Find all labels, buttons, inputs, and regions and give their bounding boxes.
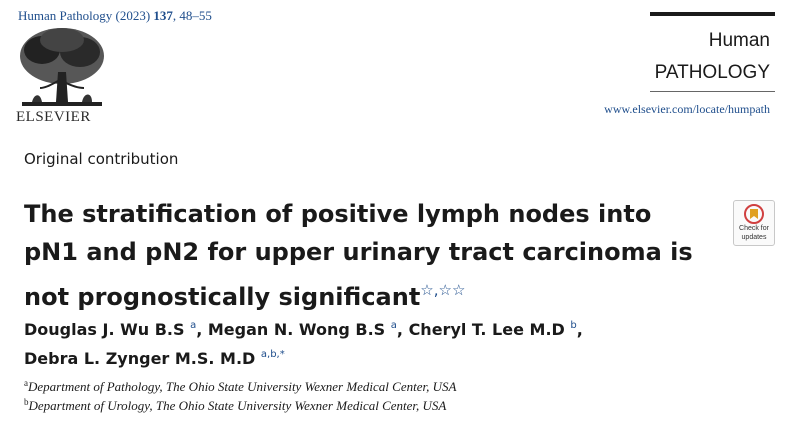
check-updates-label-2: updates — [741, 234, 767, 241]
masthead-rule — [650, 12, 775, 16]
author-name[interactable]: Cheryl T. Lee M.D — [408, 320, 565, 339]
check-updates-icon — [744, 204, 764, 224]
author-affiliation-mark[interactable]: a — [190, 320, 197, 331]
title-line-3: not prognostically significant — [24, 283, 421, 311]
author-list: Douglas J. Wu B.S a, Megan N. Wong B.S a… — [24, 313, 724, 371]
author-name[interactable]: Megan N. Wong B.S — [207, 320, 386, 339]
affiliation-text: Department of Pathology, The Ohio State … — [28, 379, 457, 394]
check-for-updates-button[interactable]: Check for updates — [733, 200, 775, 246]
journal-title-line2: PATHOLOGY — [654, 62, 770, 83]
publisher-name: ELSEVIER — [16, 109, 91, 125]
author-affiliation-mark[interactable]: a — [390, 320, 397, 331]
citation-prefix: Human Pathology (2023) — [18, 8, 154, 23]
journal-title-line1: Human — [708, 30, 770, 51]
author-name[interactable]: Douglas J. Wu B.S — [24, 320, 185, 339]
affiliation-text: Department of Urology, The Ohio State Un… — [28, 398, 447, 413]
article-title: The stratification of positive lymph nod… — [24, 195, 704, 316]
affiliation-mark: a — [24, 378, 28, 388]
elsevier-tree-logo — [20, 28, 104, 106]
author-name[interactable]: Debra L. Zynger M.S. M.D — [24, 349, 256, 368]
affiliation-b: bDepartment of Urology, The Ohio State U… — [24, 397, 446, 414]
title-line-2: pN1 and pN2 for upper urinary tract carc… — [24, 238, 693, 266]
author-separator: , — [576, 320, 583, 339]
journal-citation[interactable]: Human Pathology (2023) 137, 48–55 — [18, 8, 212, 24]
article-section: Original contribution — [24, 150, 179, 168]
author-separator: , — [396, 320, 409, 339]
title-footnote-marks[interactable]: ☆,☆☆ — [420, 281, 466, 299]
citation-volume: 137 — [153, 8, 173, 23]
citation-pages: , 48–55 — [172, 8, 212, 23]
affiliation-a: aDepartment of Pathology, The Ohio State… — [24, 378, 456, 395]
author-affiliation-mark[interactable]: a,b,* — [260, 349, 285, 360]
journal-url-link[interactable]: www.elsevier.com/locate/humpath — [604, 102, 770, 116]
author-separator: , — [196, 320, 208, 339]
check-updates-label-1: Check for — [739, 225, 769, 232]
title-line-1: The stratification of positive lymph nod… — [24, 200, 652, 228]
masthead-divider — [650, 91, 775, 92]
affiliation-mark: b — [24, 397, 29, 407]
author-affiliation-mark[interactable]: b — [570, 320, 577, 331]
